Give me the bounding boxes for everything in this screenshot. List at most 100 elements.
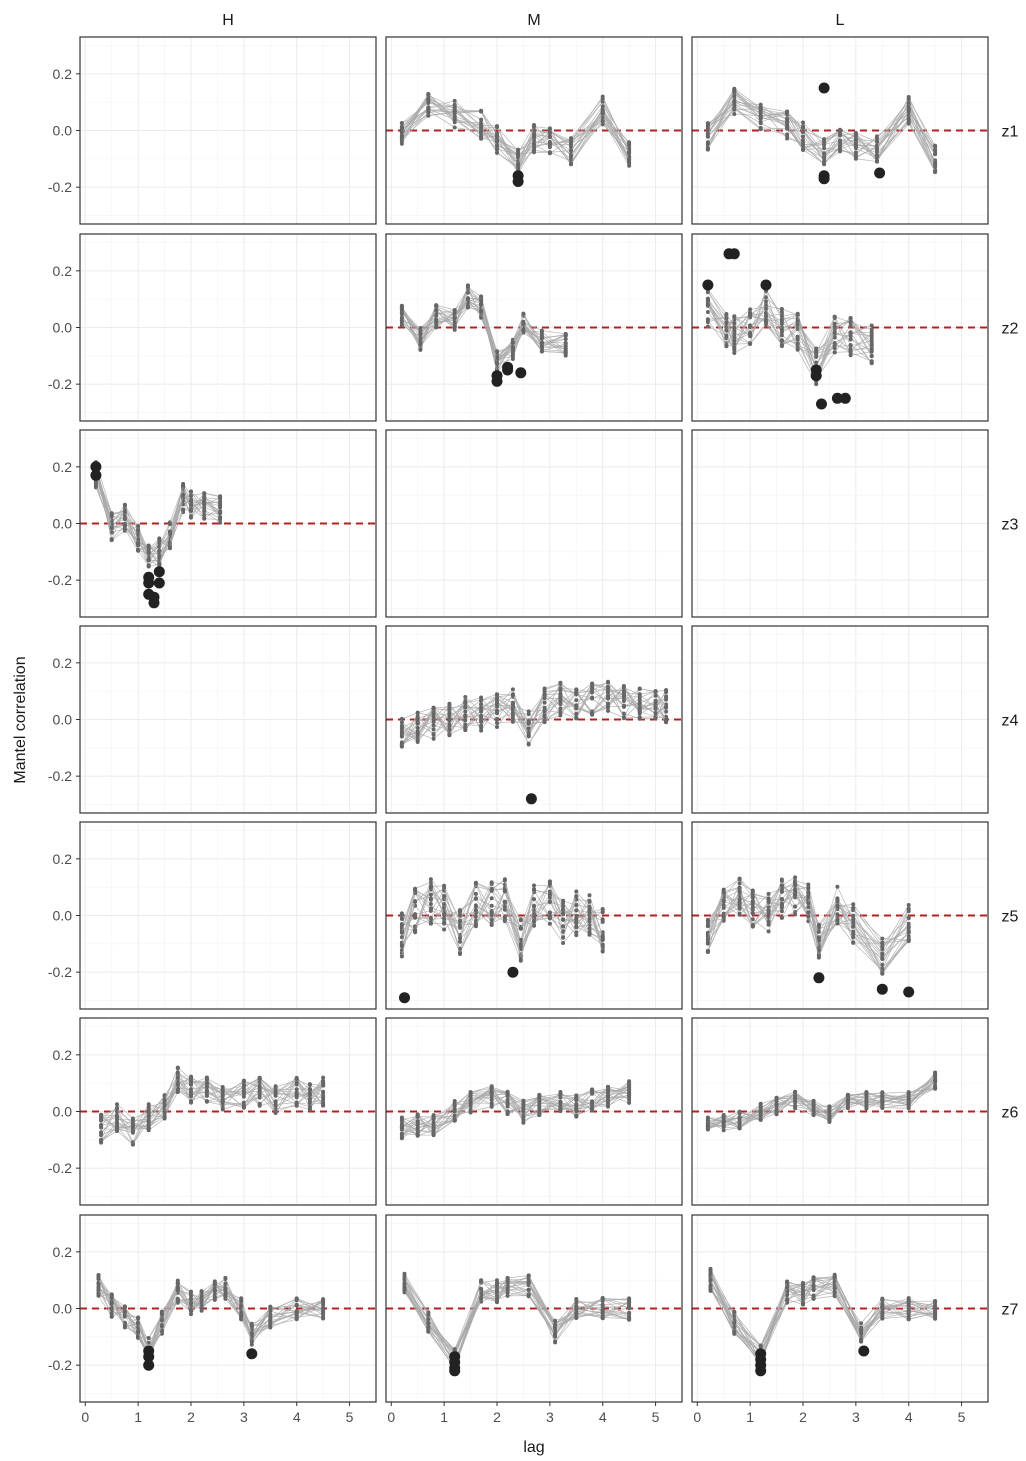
significant-point	[449, 1365, 461, 1377]
data-point	[880, 956, 885, 961]
data-point	[801, 130, 805, 134]
data-point	[561, 935, 566, 940]
data-point	[875, 136, 879, 141]
x-tick-label: 4	[293, 1409, 301, 1425]
data-point	[428, 902, 433, 906]
data-point	[479, 1296, 484, 1301]
data-point	[558, 687, 563, 691]
data-point	[732, 102, 737, 107]
data-point	[758, 121, 763, 126]
column-label-H: H	[222, 12, 234, 29]
significant-point	[839, 392, 851, 404]
data-point	[109, 511, 114, 516]
data-point	[779, 878, 784, 883]
data-point	[774, 1112, 779, 1117]
data-point	[835, 899, 840, 904]
row-label-z1: z1	[1002, 124, 1019, 141]
data-point	[705, 134, 710, 139]
data-point	[553, 1339, 558, 1344]
data-point	[906, 120, 911, 125]
data-point	[832, 321, 837, 326]
data-point	[495, 700, 499, 705]
data-point	[561, 904, 566, 908]
data-point	[307, 1088, 312, 1092]
data-point	[785, 1297, 790, 1302]
data-point	[750, 917, 755, 922]
data-point	[495, 124, 499, 129]
panel-border	[691, 821, 989, 1010]
data-point	[273, 1110, 278, 1115]
data-point	[542, 692, 547, 697]
data-point	[590, 711, 595, 715]
data-point	[732, 105, 737, 110]
data-point	[307, 1100, 312, 1105]
data-point	[574, 908, 579, 913]
data-point	[587, 932, 592, 937]
data-point	[779, 321, 784, 326]
data-point	[502, 917, 507, 922]
data-point	[851, 902, 856, 907]
data-point	[399, 130, 404, 135]
significant-point	[502, 364, 514, 376]
data-point	[426, 92, 431, 97]
data-point	[606, 1091, 610, 1096]
data-point	[431, 706, 436, 711]
data-point	[869, 327, 874, 332]
data-point	[785, 119, 790, 124]
data-point	[109, 1311, 114, 1316]
data-point	[627, 1311, 632, 1316]
data-point	[109, 537, 114, 542]
data-point	[795, 311, 800, 316]
y-tick-label: 0.0	[53, 908, 73, 924]
data-point	[547, 145, 552, 150]
series-line	[98, 1277, 324, 1354]
data-point	[399, 744, 404, 749]
data-point	[189, 1082, 193, 1086]
data-point	[851, 924, 856, 929]
data-point	[294, 1093, 299, 1098]
data-point	[532, 912, 536, 917]
data-point	[737, 1120, 742, 1125]
panel-border	[385, 36, 683, 225]
data-point	[212, 1282, 217, 1287]
significant-point	[525, 793, 537, 805]
data-point	[249, 1339, 254, 1344]
data-point	[838, 147, 842, 152]
data-point	[167, 522, 172, 527]
data-point	[399, 935, 404, 940]
x-tick-label: 0	[387, 1409, 395, 1425]
y-tick-label: 0.0	[53, 1104, 73, 1120]
data-point	[732, 321, 737, 326]
data-point	[136, 1326, 141, 1331]
panel-z1-L	[691, 36, 989, 225]
data-point	[705, 302, 710, 307]
data-point	[447, 713, 452, 718]
row-label-z3: z3	[1002, 517, 1019, 534]
data-point	[473, 880, 478, 885]
data-point	[426, 1316, 431, 1321]
data-point	[510, 716, 515, 721]
data-point	[801, 1285, 805, 1290]
data-point	[99, 1130, 104, 1135]
data-point	[452, 324, 457, 329]
data-point	[452, 1118, 457, 1123]
data-point	[431, 736, 436, 741]
data-point	[811, 1284, 816, 1289]
data-point	[495, 355, 499, 360]
x-tick-label: 3	[546, 1409, 554, 1425]
data-point	[737, 889, 742, 894]
x-tick-labels: 0 1 2 3 4 5 0 1 2 3 4 5 0 1 2 3 4 5	[81, 1402, 966, 1425]
data-point	[606, 701, 610, 706]
data-point	[399, 1118, 404, 1123]
data-point	[479, 135, 484, 140]
data-point	[479, 308, 484, 313]
y-tick-label: -0.2	[48, 179, 72, 195]
significant-point	[143, 1359, 155, 1371]
series-line	[401, 700, 667, 746]
data-point	[175, 1070, 180, 1075]
data-point	[479, 315, 484, 320]
data-point	[793, 875, 798, 880]
data-point	[933, 1311, 938, 1315]
y-tick-label: -0.2	[48, 964, 72, 980]
